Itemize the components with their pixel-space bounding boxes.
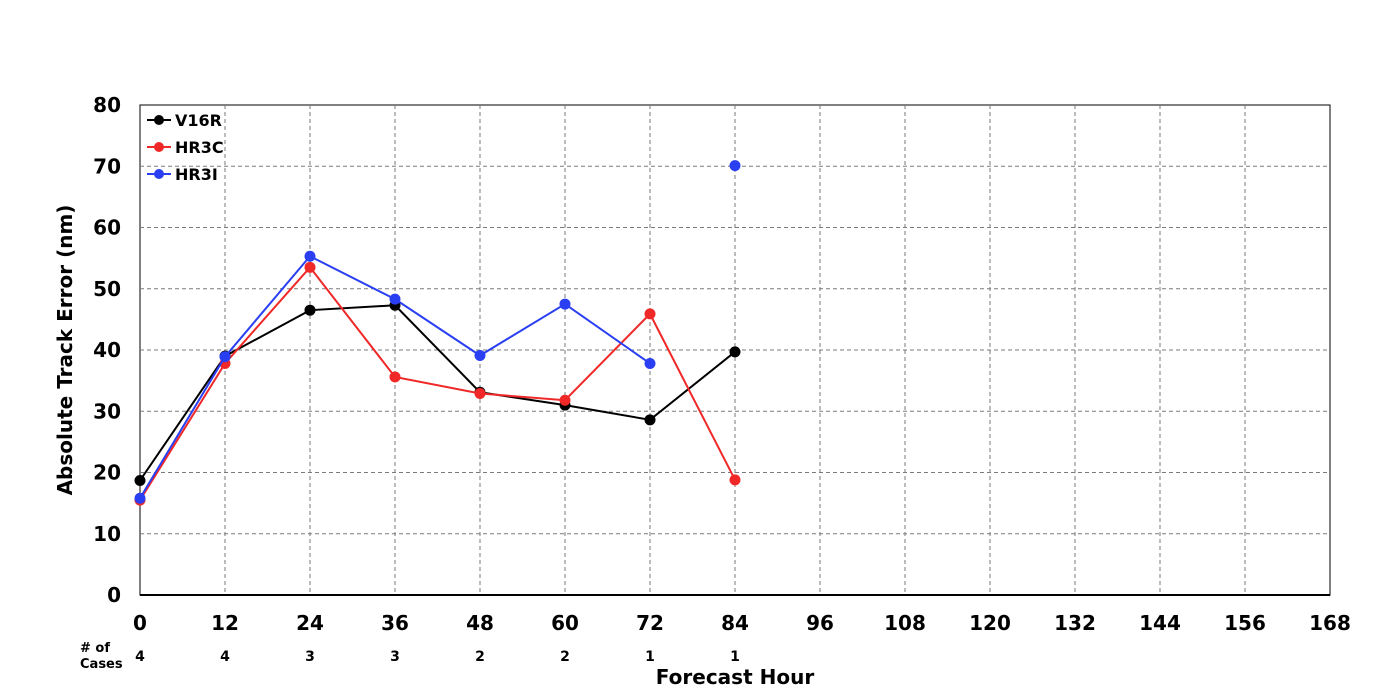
legend-label: V16R [175, 111, 222, 130]
data-point [304, 261, 316, 273]
data-point [134, 492, 146, 504]
data-point [644, 308, 656, 320]
data-point [729, 474, 741, 486]
cases-count: 3 [390, 649, 400, 665]
y-tick-label: 0 [107, 583, 121, 607]
cases-count: 1 [730, 649, 740, 665]
data-point [474, 387, 486, 399]
legend-label: HR3I [175, 165, 218, 184]
data-point [644, 357, 656, 369]
data-point [644, 414, 656, 426]
x-tick-label: 156 [1224, 611, 1266, 635]
y-tick-label: 20 [93, 461, 121, 485]
legend-marker [154, 115, 164, 125]
x-tick-label: 0 [133, 611, 147, 635]
y-tick-labels: 0 10 20 30 40 50 60 70 80 [93, 93, 121, 607]
y-tick-label: 80 [93, 93, 121, 117]
x-tick-label: 108 [884, 611, 926, 635]
legend-item: HR3C [147, 138, 224, 157]
y-tick-label: 30 [93, 399, 121, 423]
cases-count: 1 [645, 649, 655, 665]
data-point [219, 351, 231, 363]
x-tick-label: 96 [806, 611, 834, 635]
data-point [474, 350, 486, 362]
y-tick-label: 50 [93, 277, 121, 301]
legend-item: HR3I [147, 165, 218, 184]
data-point [134, 474, 146, 486]
x-tick-label: 168 [1309, 611, 1351, 635]
x-tick-label: 12 [211, 611, 239, 635]
y-tick-label: 40 [93, 338, 121, 362]
x-tick-label: 48 [466, 611, 494, 635]
x-tick-label: 84 [721, 611, 749, 635]
cases-label-line2: Cases [80, 657, 123, 672]
legend-item: V16R [147, 111, 222, 130]
data-point [304, 304, 316, 316]
x-tick-label: 60 [551, 611, 579, 635]
x-axis-title: Forecast Hour [656, 665, 815, 689]
cases-row: # of Cases 4 4 3 3 2 2 1 1 [80, 641, 740, 672]
x-tick-label: 24 [296, 611, 324, 635]
y-axis-title: Absolute Track Error (nm) [53, 205, 77, 496]
x-tick-label: 72 [636, 611, 664, 635]
data-point [389, 293, 401, 305]
series-layer [134, 160, 741, 506]
x-tick-labels: 0 12 24 36 48 60 72 84 96 108 120 132 144 156 168 [133, 611, 1351, 635]
legend-label: HR3C [175, 138, 224, 157]
series-line [139, 265, 736, 501]
cases-count: 4 [135, 649, 145, 665]
legend: V16R HR3C HR3I [147, 111, 224, 184]
cases-count: 2 [475, 649, 485, 665]
y-tick-label: 10 [93, 522, 121, 546]
series-hr3i [134, 160, 741, 504]
data-point [389, 371, 401, 383]
cases-count: 3 [305, 649, 315, 665]
x-tick-label: 132 [1054, 611, 1096, 635]
data-point [304, 250, 316, 262]
data-point [559, 298, 571, 310]
data-point [729, 346, 741, 358]
cases-label-line1: # of [80, 641, 110, 656]
legend-marker [154, 142, 164, 152]
x-tick-label: 120 [969, 611, 1011, 635]
x-tick-label: 36 [381, 611, 409, 635]
cases-count: 2 [560, 649, 570, 665]
y-tick-label: 70 [93, 154, 121, 178]
data-point [729, 160, 741, 172]
x-tick-label: 144 [1139, 611, 1181, 635]
data-point [559, 394, 571, 406]
legend-marker [154, 169, 164, 179]
y-tick-label: 60 [93, 216, 121, 240]
cases-count: 4 [220, 649, 230, 665]
